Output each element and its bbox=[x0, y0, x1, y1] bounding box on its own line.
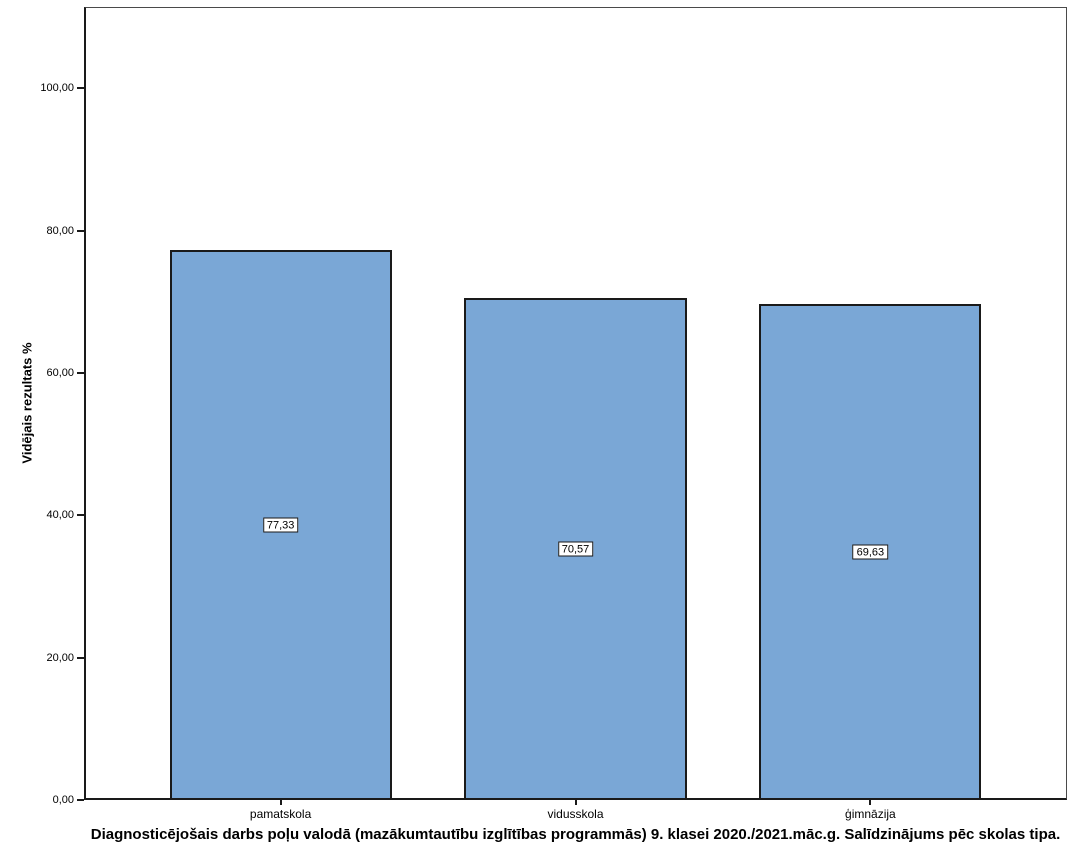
y-axis-tick-label: 60,00 bbox=[46, 366, 74, 379]
y-axis-tick bbox=[77, 656, 84, 659]
y-axis-tick-label: 0,00 bbox=[52, 794, 74, 806]
y-axis-tick-label: 40,00 bbox=[46, 509, 74, 522]
y-axis-title: Vidējais rezultats % bbox=[19, 342, 35, 464]
y-axis-tick bbox=[77, 799, 84, 801]
y-axis-tick-label: 20,00 bbox=[46, 651, 74, 664]
bar-value-label: 69,63 bbox=[852, 544, 889, 560]
y-axis-tick-label: 80,00 bbox=[46, 224, 74, 237]
y-axis-tick bbox=[77, 229, 84, 232]
y-axis-tick-label: 100,00 bbox=[40, 82, 74, 95]
x-category-label: pamatskola bbox=[249, 807, 312, 821]
x-axis-tick bbox=[574, 800, 577, 805]
bar-value-label: 77,33 bbox=[262, 517, 299, 533]
bar-value-label: 70,57 bbox=[557, 541, 594, 557]
chart-title: Diagnosticējošais darbs poļu valodā (maz… bbox=[90, 826, 1061, 843]
x-axis-tick bbox=[279, 800, 282, 805]
x-category-label: vidusskola bbox=[547, 807, 604, 821]
y-axis-tick bbox=[77, 87, 84, 90]
y-axis-tick bbox=[77, 371, 84, 374]
x-category-label: ģimnāzija bbox=[845, 807, 896, 821]
y-axis-tick bbox=[77, 514, 84, 517]
x-axis-tick bbox=[869, 800, 872, 805]
